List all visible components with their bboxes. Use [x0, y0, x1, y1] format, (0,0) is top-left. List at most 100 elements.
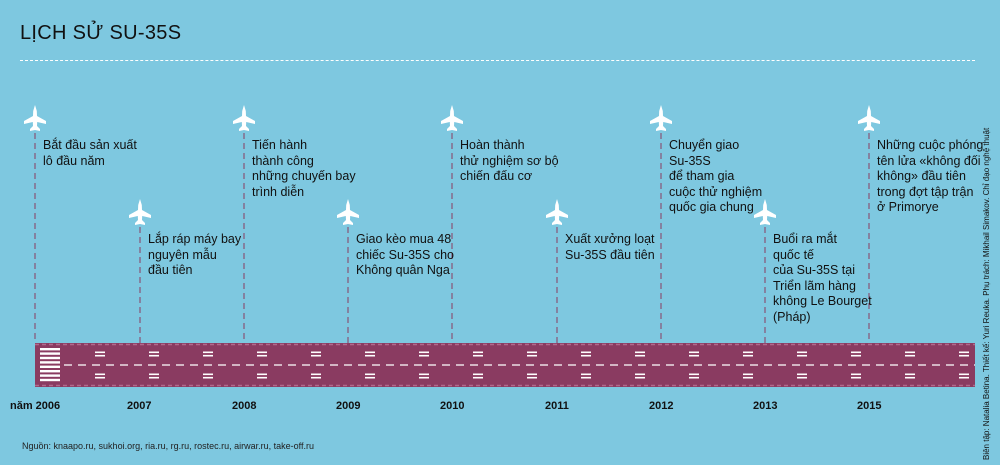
- plane-icon: [337, 199, 359, 225]
- year-label: 2010: [440, 400, 465, 412]
- runway-marker: [959, 351, 969, 354]
- runway-marker: [365, 354, 375, 357]
- threshold-bar: [40, 374, 60, 377]
- runway-marker: [257, 351, 267, 354]
- page-title: LỊCH SỬ SU-35S: [20, 22, 182, 44]
- runway-marker: [257, 354, 267, 357]
- runway-marker: [149, 351, 159, 354]
- runway-marker: [689, 351, 699, 354]
- runway-marker: [473, 373, 483, 376]
- runway-marker: [851, 373, 861, 376]
- threshold-bar: [40, 370, 60, 373]
- runway-marker: [905, 376, 915, 379]
- plane-icon: [650, 105, 672, 131]
- runway-marker: [473, 376, 483, 379]
- runway-marker: [419, 351, 429, 354]
- threshold-bar: [40, 361, 60, 364]
- runway-marker: [365, 351, 375, 354]
- title-divider: [20, 60, 975, 61]
- runway-marker: [311, 376, 321, 379]
- runway-marker: [743, 376, 753, 379]
- plane-icon: [129, 199, 151, 225]
- year-label: 2015: [857, 400, 882, 412]
- source-text: Nguồn: knaapo.ru, sukhoi.org, ria.ru, rg…: [22, 441, 314, 451]
- runway-marker: [257, 376, 267, 379]
- runway-marker: [365, 376, 375, 379]
- runway-marker: [797, 351, 807, 354]
- event-label: Giao kèo mua 48 chiếc Su-35S cho Không q…: [356, 232, 454, 277]
- event-label: Chuyển giao Su-35S để tham gia cuộc thử …: [669, 138, 763, 214]
- runway-marker: [365, 373, 375, 376]
- runway-marker: [419, 354, 429, 357]
- runway-marker: [203, 373, 213, 376]
- runway-marker: [527, 351, 537, 354]
- plane-icon: [233, 105, 255, 131]
- runway-marker: [851, 376, 861, 379]
- guide-lines: [34, 133, 870, 343]
- runway-marker: [203, 354, 213, 357]
- runway-marker: [581, 376, 591, 379]
- credits-text: Biên tập: Natalia Betina. Thiết kế: Yuri…: [982, 127, 991, 460]
- runway-marker: [743, 351, 753, 354]
- runway-marker: [635, 373, 645, 376]
- runway-marker: [527, 376, 537, 379]
- plane-icon: [441, 105, 463, 131]
- runway-marker: [473, 351, 483, 354]
- runway-marker: [581, 351, 591, 354]
- runway-marker: [149, 354, 159, 357]
- runway-marker: [311, 373, 321, 376]
- runway-marker: [689, 376, 699, 379]
- runway-marker: [257, 373, 267, 376]
- runway-marker: [203, 351, 213, 354]
- runway-marker: [581, 373, 591, 376]
- runway-marker: [311, 354, 321, 357]
- runway-marker: [95, 354, 105, 357]
- runway-marker: [527, 373, 537, 376]
- runway-marker: [149, 373, 159, 376]
- threshold-bar: [40, 348, 60, 351]
- runway-marker: [149, 376, 159, 379]
- runway-marker: [797, 376, 807, 379]
- event-label: Hoàn thành thử nghiệm sơ bộ chiến đấu cơ: [460, 138, 559, 183]
- runway-marker: [581, 354, 591, 357]
- runway-marker: [95, 376, 105, 379]
- runway-marker: [743, 373, 753, 376]
- runway-marker: [959, 373, 969, 376]
- runway-marker: [959, 354, 969, 357]
- runway-marker: [635, 351, 645, 354]
- runway-marker: [851, 354, 861, 357]
- runway-marker: [419, 376, 429, 379]
- runway-marker: [419, 373, 429, 376]
- runway-marker: [905, 354, 915, 357]
- year-label: 2009: [336, 400, 361, 412]
- year-label: 2012: [649, 400, 674, 412]
- runway: [35, 343, 975, 387]
- runway-marker: [959, 376, 969, 379]
- runway-marker: [311, 351, 321, 354]
- event-label: Lắp ráp máy bay nguyên mẫu đầu tiên: [148, 232, 242, 277]
- event-label: Xuất xưởng loạt Su-35S đầu tiên: [565, 232, 655, 262]
- year-label: 2013: [753, 400, 778, 412]
- plane-icon: [858, 105, 880, 131]
- plane-icon: [754, 199, 776, 225]
- threshold-bar: [40, 365, 60, 368]
- runway-marker: [635, 376, 645, 379]
- event-label: Tiến hành thành công những chuyến bay tr…: [252, 138, 356, 199]
- runway-marker: [635, 354, 645, 357]
- runway-marker: [905, 373, 915, 376]
- runway-marker: [95, 351, 105, 354]
- runway-marker: [689, 354, 699, 357]
- year-label: 2007: [127, 400, 152, 412]
- threshold-bar: [40, 352, 60, 355]
- runway-marker: [203, 376, 213, 379]
- threshold-bar: [40, 378, 60, 382]
- runway-marker: [95, 373, 105, 376]
- threshold-bar: [40, 356, 60, 360]
- year-label: 2008: [232, 400, 257, 412]
- plane-icons: [24, 105, 880, 225]
- event-label: Bắt đầu sản xuất lô đầu năm: [43, 138, 137, 168]
- runway-marker: [473, 354, 483, 357]
- runway-marker: [905, 351, 915, 354]
